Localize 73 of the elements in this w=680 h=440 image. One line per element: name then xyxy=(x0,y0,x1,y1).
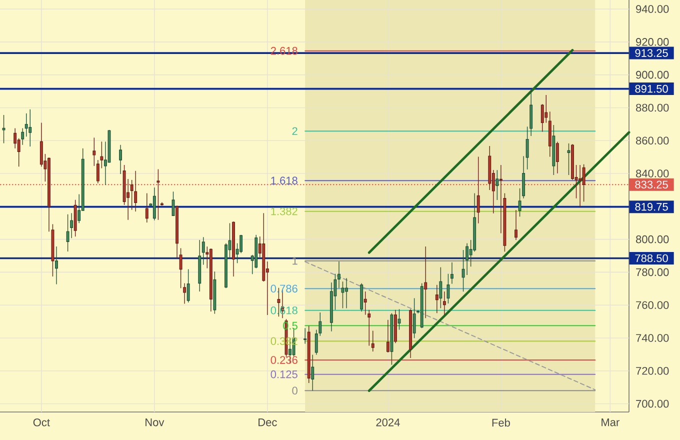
x-tick-label: Oct xyxy=(33,418,50,426)
x-tick-label: Nov xyxy=(146,418,164,426)
candlestick xyxy=(311,354,314,392)
ref-line-label: 891.50 xyxy=(635,84,668,93)
candlestick xyxy=(330,282,333,332)
candlestick xyxy=(514,210,518,240)
candlestick xyxy=(439,266,442,309)
candlestick xyxy=(14,128,17,149)
candlestick xyxy=(66,214,70,252)
series-label: 1.382 xyxy=(271,207,298,216)
x-tick-label: Mar xyxy=(602,418,620,426)
candlestick xyxy=(409,308,412,358)
y-tick-label: 920.00 xyxy=(636,38,669,46)
candlestick xyxy=(435,284,438,314)
candlestick xyxy=(530,90,533,136)
candlestick xyxy=(209,248,212,312)
series-label: 0 xyxy=(292,386,298,395)
y-tick-label: 840.00 xyxy=(636,170,669,178)
candlestick xyxy=(442,291,446,316)
series-label: 2 xyxy=(292,127,298,135)
candlestick xyxy=(526,126,529,170)
candlestick xyxy=(47,158,50,232)
y-tick-label: 700.00 xyxy=(636,400,669,408)
ref-line-label: 913.25 xyxy=(635,49,668,57)
candlestick xyxy=(556,141,559,174)
series-label: 1 xyxy=(292,257,298,265)
candlestick xyxy=(552,124,556,176)
candlestick xyxy=(96,160,100,184)
candlestick xyxy=(2,114,6,144)
ref-line-label: 788.50 xyxy=(635,254,668,262)
candlestick xyxy=(40,122,43,167)
x-tick-label: Dec xyxy=(258,418,277,426)
candlestick xyxy=(424,246,428,318)
x-tick-label: 2024 xyxy=(376,418,400,426)
series-label: 1.618 xyxy=(271,176,298,184)
ref-line-label: 819.75 xyxy=(635,202,668,211)
candlestick xyxy=(55,246,58,285)
y-tick-label: 800.00 xyxy=(636,235,669,244)
series-label: 0.786 xyxy=(270,284,298,293)
candlestick xyxy=(21,128,24,146)
y-tick-label: 760.00 xyxy=(636,301,669,309)
ref-line-label: 833.25 xyxy=(635,180,668,189)
candlestick xyxy=(578,164,582,207)
y-tick-label: 780.00 xyxy=(636,268,669,276)
candlestick xyxy=(28,109,32,147)
candlestick xyxy=(183,282,186,304)
candlestick xyxy=(466,242,469,276)
candlestick xyxy=(571,144,574,180)
candlestick xyxy=(134,170,138,212)
candlestick xyxy=(476,156,480,224)
y-tick-label: 900.00 xyxy=(636,70,669,79)
candlestick xyxy=(232,222,235,277)
candlestick xyxy=(119,144,122,174)
candlestick xyxy=(522,156,526,199)
candlestick xyxy=(345,278,348,309)
candlestick xyxy=(152,187,156,221)
y-tick-label: 740.00 xyxy=(636,334,669,342)
candlestick xyxy=(360,282,364,312)
candlestick xyxy=(176,205,179,259)
x-tick-label: Feb xyxy=(492,418,510,427)
candlestick xyxy=(548,111,552,158)
candlestick xyxy=(338,261,340,288)
y-tick-label: 720.00 xyxy=(636,366,669,375)
y-tick-label: 880.00 xyxy=(636,104,669,112)
candlestick xyxy=(462,250,465,292)
candlestick xyxy=(92,137,96,166)
candlestick xyxy=(450,262,454,284)
y-tick-label: 940.00 xyxy=(636,5,669,13)
candlestick xyxy=(156,168,160,220)
candlestick xyxy=(70,212,74,238)
candlestick xyxy=(304,328,307,344)
series-label: 0.125 xyxy=(270,370,298,378)
y-tick-label: 860.00 xyxy=(636,136,669,145)
